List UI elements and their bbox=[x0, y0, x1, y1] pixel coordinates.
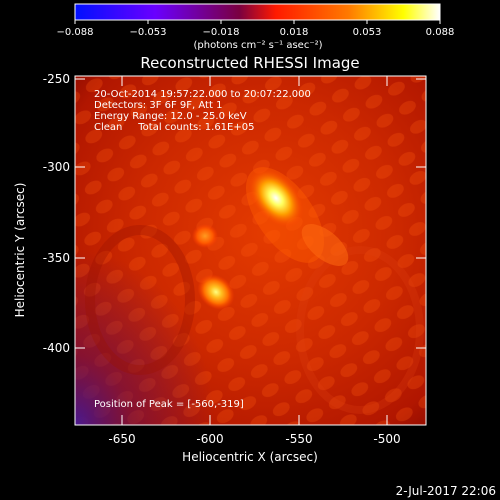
colorbar bbox=[74, 3, 441, 21]
rhessi-image bbox=[75, 76, 426, 425]
y-axis-ticks bbox=[75, 78, 426, 349]
colorbar-ticks bbox=[74, 20, 441, 24]
info-energy-range: Energy Range: 12.0 - 25.0 keV bbox=[94, 111, 247, 122]
colorbar-tick-labels: −0.088 −0.053 −0.018 0.018 0.053 0.088 bbox=[56, 27, 454, 38]
info-detectors: Detectors: 3F 6F 9F, Att 1 bbox=[94, 100, 222, 111]
x-tick-label: -650 bbox=[108, 432, 135, 446]
colorbar-tick-label: −0.088 bbox=[56, 27, 93, 38]
plot-frame bbox=[74, 75, 427, 426]
x-axis-label: Heliocentric X (arcsec) bbox=[182, 450, 318, 464]
colorbar-tick-label: 0.053 bbox=[353, 27, 382, 38]
x-tick-label: -550 bbox=[285, 432, 312, 446]
y-tick-label: -400 bbox=[43, 341, 70, 355]
minor-source bbox=[192, 224, 218, 248]
colorbar-tick-label: 0.018 bbox=[280, 27, 309, 38]
footer-date: 2-Jul-2017 22:06 bbox=[396, 484, 496, 498]
info-time-range: 20-Oct-2014 19:57:22.000 to 20:07:22.000 bbox=[94, 89, 311, 100]
main-flare-source bbox=[248, 168, 304, 228]
info-clean-counts: Clean Total counts: 1.61E+05 bbox=[94, 122, 254, 133]
x-tick-label: -500 bbox=[373, 432, 400, 446]
y-tick-label: -350 bbox=[43, 251, 70, 265]
x-tick-label: -600 bbox=[196, 432, 223, 446]
info-block: 20-Oct-2014 19:57:22.000 to 20:07:22.000… bbox=[94, 89, 311, 133]
image-title: Reconstructed RHESSI Image bbox=[140, 54, 359, 72]
peak-position: Position of Peak = [-560,-319] bbox=[94, 399, 244, 410]
y-axis-label: Heliocentric Y (arcsec) bbox=[13, 183, 27, 318]
x-axis-ticks bbox=[121, 76, 388, 425]
colorbar-units: (photons cm⁻² s⁻¹ asec⁻²) bbox=[193, 40, 322, 51]
y-tick-label: -300 bbox=[43, 160, 70, 174]
colorbar-tick-label: −0.018 bbox=[202, 27, 239, 38]
colorbar-tick-label: 0.088 bbox=[426, 27, 455, 38]
y-tick-label: -250 bbox=[43, 72, 70, 86]
colorbar-tick-label: −0.053 bbox=[129, 27, 166, 38]
secondary-source bbox=[197, 274, 235, 310]
